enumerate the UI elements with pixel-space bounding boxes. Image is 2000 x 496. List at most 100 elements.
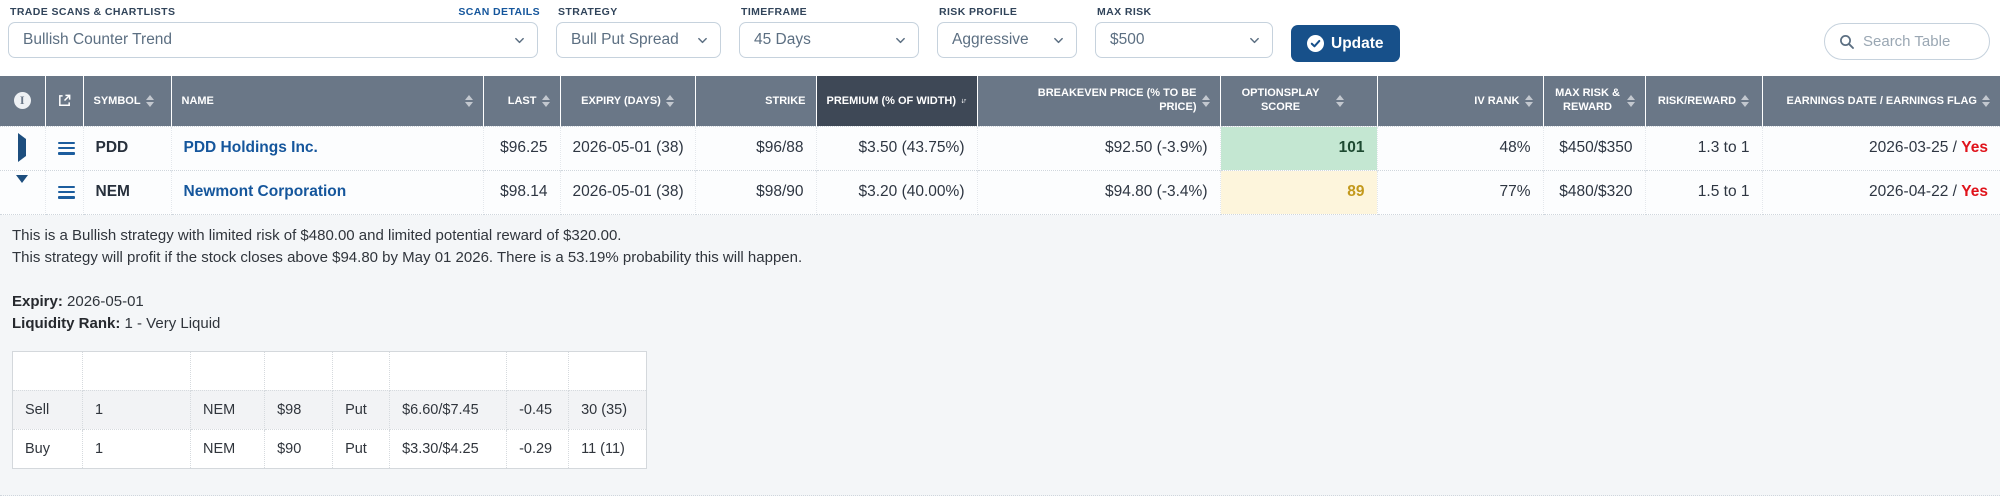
iv-rank-cell: 48% xyxy=(1377,125,1544,170)
max-risk-reward-cell: $480/$320 xyxy=(1543,169,1646,215)
strategy-select[interactable]: Bull Put Spread xyxy=(556,22,721,58)
max-risk-field: MAX RISK $500 xyxy=(1095,6,1277,58)
risk-profile-value: Aggressive xyxy=(952,31,1029,48)
col-header-max-risk-reward[interactable]: MAX RISK & REWARD xyxy=(1543,76,1646,126)
sort-icon xyxy=(1626,94,1635,107)
table-header: i SYMBOL NAME LAST EXPIRY (DAYS) STRIKE … xyxy=(0,76,2000,126)
leg-contracts: 1 xyxy=(82,389,191,430)
trade-scans-select[interactable]: Bullish Counter Trend xyxy=(8,22,538,58)
col-header-strike[interactable]: STRIKE xyxy=(695,76,817,126)
scan-details-link[interactable]: SCAN DETAILS xyxy=(458,6,540,18)
symbol-cell: NEM xyxy=(95,183,130,200)
strike-cell: $98/90 xyxy=(695,169,817,215)
col-header-symbol[interactable]: SYMBOL xyxy=(83,76,172,126)
last-cell: $98.14 xyxy=(483,169,561,215)
strategy-label: STRATEGY xyxy=(558,6,618,18)
search-box[interactable] xyxy=(1824,23,1990,60)
sort-icon xyxy=(145,94,154,107)
sort-icon xyxy=(1524,94,1533,107)
strike-cell: $96/88 xyxy=(695,125,817,170)
update-button[interactable]: Update xyxy=(1291,25,1400,62)
table-row-nem: NEM Newmont Corporation $98.14 2026-05-0… xyxy=(0,169,2000,215)
breakeven-cell: $92.50 (-3.9%) xyxy=(977,125,1221,170)
chevron-down-icon xyxy=(698,37,707,43)
expiry-label: Expiry: xyxy=(12,292,63,310)
expand-row-icon[interactable] xyxy=(18,133,27,162)
leg-strike: $90 xyxy=(264,428,334,469)
premium-cell: $3.20 (40.00%) xyxy=(816,169,978,215)
trade-scans-label: TRADE SCANS & CHARTLISTS xyxy=(10,6,176,18)
strategy-summary-line2: This strategy will profit if the stock c… xyxy=(12,248,803,266)
max-risk-reward-cell: $450/$350 xyxy=(1543,125,1646,170)
leg-symbol: NEM xyxy=(189,389,266,430)
check-circle-icon xyxy=(1307,35,1324,52)
strategy-value: Bull Put Spread xyxy=(571,31,679,48)
leg-vol-oi: 11 (11) xyxy=(568,428,648,469)
col-header-score[interactable]: OPTIONSPLAY SCORE xyxy=(1220,76,1378,126)
leg-type: Put xyxy=(332,428,391,469)
update-button-label: Update xyxy=(1331,34,1384,52)
scan-results-table: i SYMBOL NAME LAST EXPIRY (DAYS) STRIKE … xyxy=(0,76,2000,215)
earnings-cell: 2026-04-22 / Yes xyxy=(1762,169,2000,215)
chevron-down-icon xyxy=(896,37,905,43)
info-icon: i xyxy=(13,92,31,110)
trade-scans-field: TRADE SCANS & CHARTLISTS SCAN DETAILS Bu… xyxy=(8,6,542,58)
search-icon xyxy=(1840,34,1854,49)
liquidity-label: Liquidity Rank: xyxy=(12,314,121,332)
col-header-risk-reward[interactable]: RISK/REWARD xyxy=(1645,76,1763,126)
risk-profile-select[interactable]: Aggressive xyxy=(937,22,1077,58)
timeframe-label: TIMEFRAME xyxy=(741,6,808,18)
risk-profile-label: RISK PROFILE xyxy=(939,6,1018,18)
strategy-field: STRATEGY Bull Put Spread xyxy=(556,6,725,58)
expiry-value: 2026-05-01 xyxy=(62,292,144,310)
col-header-expiry[interactable]: EXPIRY (DAYS) xyxy=(560,76,696,126)
collapse-row-icon[interactable] xyxy=(16,175,29,200)
expiry-line: Expiry: 2026-05-01 xyxy=(12,291,1986,313)
leg-strike: $98 xyxy=(264,389,334,430)
iv-rank-cell: 77% xyxy=(1377,169,1544,215)
leg-row-buy: Buy 1 NEM $90 Put $3.30/$4.25 -0.29 11 (… xyxy=(12,428,648,469)
optionsplay-score-cell: 89 xyxy=(1220,169,1378,215)
col-header-premium[interactable]: PREMIUM (% OF WIDTH) xyxy=(816,76,978,126)
sort-icon xyxy=(464,94,473,107)
max-risk-label: MAX RISK xyxy=(1097,6,1152,18)
sort-icon xyxy=(1741,94,1750,107)
timeframe-value: 45 Days xyxy=(754,31,811,48)
leg-type: Put xyxy=(332,389,391,430)
risk-profile-field: RISK PROFILE Aggressive xyxy=(937,6,1081,58)
leg-symbol: NEM xyxy=(189,428,266,469)
max-risk-select[interactable]: $500 xyxy=(1095,22,1273,58)
sort-icon xyxy=(665,94,674,107)
timeframe-select[interactable]: 45 Days xyxy=(739,22,919,58)
leg-vol-oi: 30 (35) xyxy=(568,389,648,430)
chevron-down-icon xyxy=(1250,37,1259,43)
risk-reward-cell: 1.5 to 1 xyxy=(1645,169,1763,215)
col-header-earnings[interactable]: EARNINGS DATE / EARNINGS FLAG xyxy=(1762,76,2000,126)
liquidity-line: Liquidity Rank: 1 - Very Liquid xyxy=(12,313,1986,335)
col-header-info: i xyxy=(0,76,46,126)
col-header-breakeven[interactable]: BREAKEVEN PRICE (% TO BE PRICE) xyxy=(977,76,1221,126)
leg-delta: -0.45 xyxy=(506,389,570,430)
company-name-link[interactable]: Newmont Corporation xyxy=(183,183,347,200)
legs-header-row: Action # Contracts Symbol Strike Type Bi… xyxy=(12,350,648,391)
leg-bid-ask: $6.60/$7.45 xyxy=(389,389,508,430)
row-menu-icon[interactable] xyxy=(57,185,75,199)
external-link-icon xyxy=(58,94,70,107)
sort-icon xyxy=(541,94,550,107)
strategy-summary-line1: This is a Bullish strategy with limited … xyxy=(12,226,622,244)
col-header-iv-rank[interactable]: IV RANK xyxy=(1377,76,1544,126)
sort-icon xyxy=(1201,94,1210,107)
company-name-link[interactable]: PDD Holdings Inc. xyxy=(183,139,318,156)
max-risk-value: $500 xyxy=(1110,31,1145,48)
expiry-cell: 2026-05-01 (38) xyxy=(560,125,696,170)
row-menu-icon[interactable] xyxy=(57,141,75,155)
chevron-down-icon xyxy=(1054,37,1063,43)
col-header-name[interactable]: NAME xyxy=(171,76,484,126)
earnings-flag: Yes xyxy=(1961,139,1988,156)
col-header-last[interactable]: LAST xyxy=(483,76,561,126)
search-input[interactable] xyxy=(1863,33,1973,50)
earnings-cell: 2026-03-25 / Yes xyxy=(1762,125,2000,170)
leg-delta: -0.29 xyxy=(506,428,570,469)
expiry-cell: 2026-05-01 (38) xyxy=(560,169,696,215)
